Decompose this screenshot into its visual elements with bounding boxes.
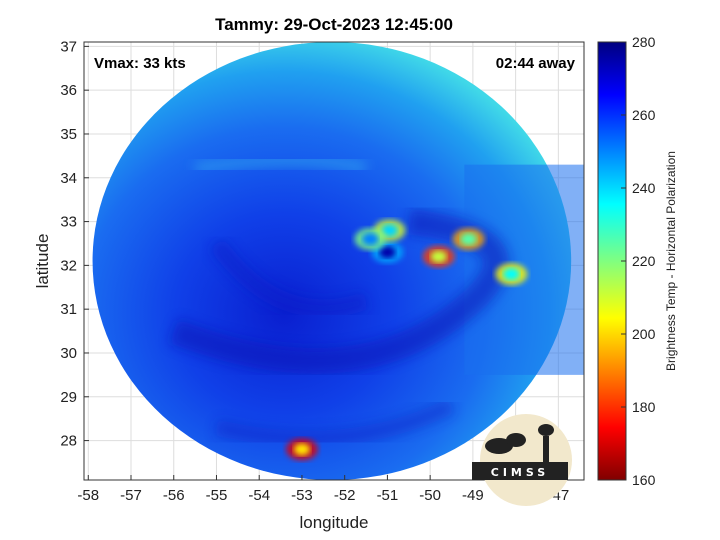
feature-core [503,268,520,281]
x-tick-label: -55 [206,487,228,504]
x-tick-label: -54 [248,487,270,504]
feature-core [293,443,310,456]
colorbar-tick-label: 260 [632,107,656,123]
y-tick-label: 36 [60,82,77,99]
feature-core [379,246,396,259]
x-tick-label: -52 [334,487,356,504]
colorbar-label: Brightness Temp - Horizontal Polarizatio… [664,151,678,371]
colorbar-tick-label: 220 [632,253,656,269]
cimss-logo-text: CIMSS [491,466,549,479]
x-tick-label: -49 [462,487,484,504]
x-tick-label: -56 [163,487,185,504]
y-tick-label: 30 [60,345,77,362]
y-axis-ticks: 28 29 30 31 32 33 34 35 36 37 [60,38,89,450]
colorbar-tick-label: 280 [632,34,656,50]
y-tick-label: 31 [60,301,77,318]
colorbar-tick-label: 180 [632,399,656,415]
feature-core [362,233,379,246]
y-tick-label: 32 [60,257,77,274]
y-axis-label: latitude [33,234,52,289]
cimss-logo: CIMSS [472,414,572,506]
x-axis-label: longitude [299,513,368,532]
spiral-band [214,398,456,447]
feature-core [381,224,398,237]
y-tick-label: 34 [60,170,77,187]
x-tick-label: -51 [377,487,399,504]
x-tick-label: -58 [77,487,99,504]
y-tick-label: 29 [60,389,77,406]
plot-frame [83,41,585,481]
light-band [193,153,368,176]
vmax-annotation: Vmax: 33 kts [94,55,186,72]
swath-layer [92,42,584,480]
colorbar-tick-label: 160 [632,472,656,488]
y-tick-label: 35 [60,126,77,143]
colorbar-tick-label: 200 [632,326,656,342]
y-tick-label: 33 [60,214,77,231]
colorbar-ticks: 160 180 200 220 240 260 280 [621,34,656,488]
swath-disk [92,42,572,480]
x-tick-label: -50 [419,487,441,504]
feature-core [460,233,477,246]
y-tick-label: 28 [60,433,77,450]
x-tick-label: -57 [120,487,142,504]
spiral-band [209,238,370,318]
feature-core [430,250,447,263]
y-tick-label: 37 [60,38,77,55]
colorbar-tick-label: 240 [632,180,656,196]
time-away-annotation: 02:44 away [496,55,576,72]
chart-title: Tammy: 29-Oct-2023 12:45:00 [215,15,453,34]
x-tick-label: -53 [291,487,313,504]
